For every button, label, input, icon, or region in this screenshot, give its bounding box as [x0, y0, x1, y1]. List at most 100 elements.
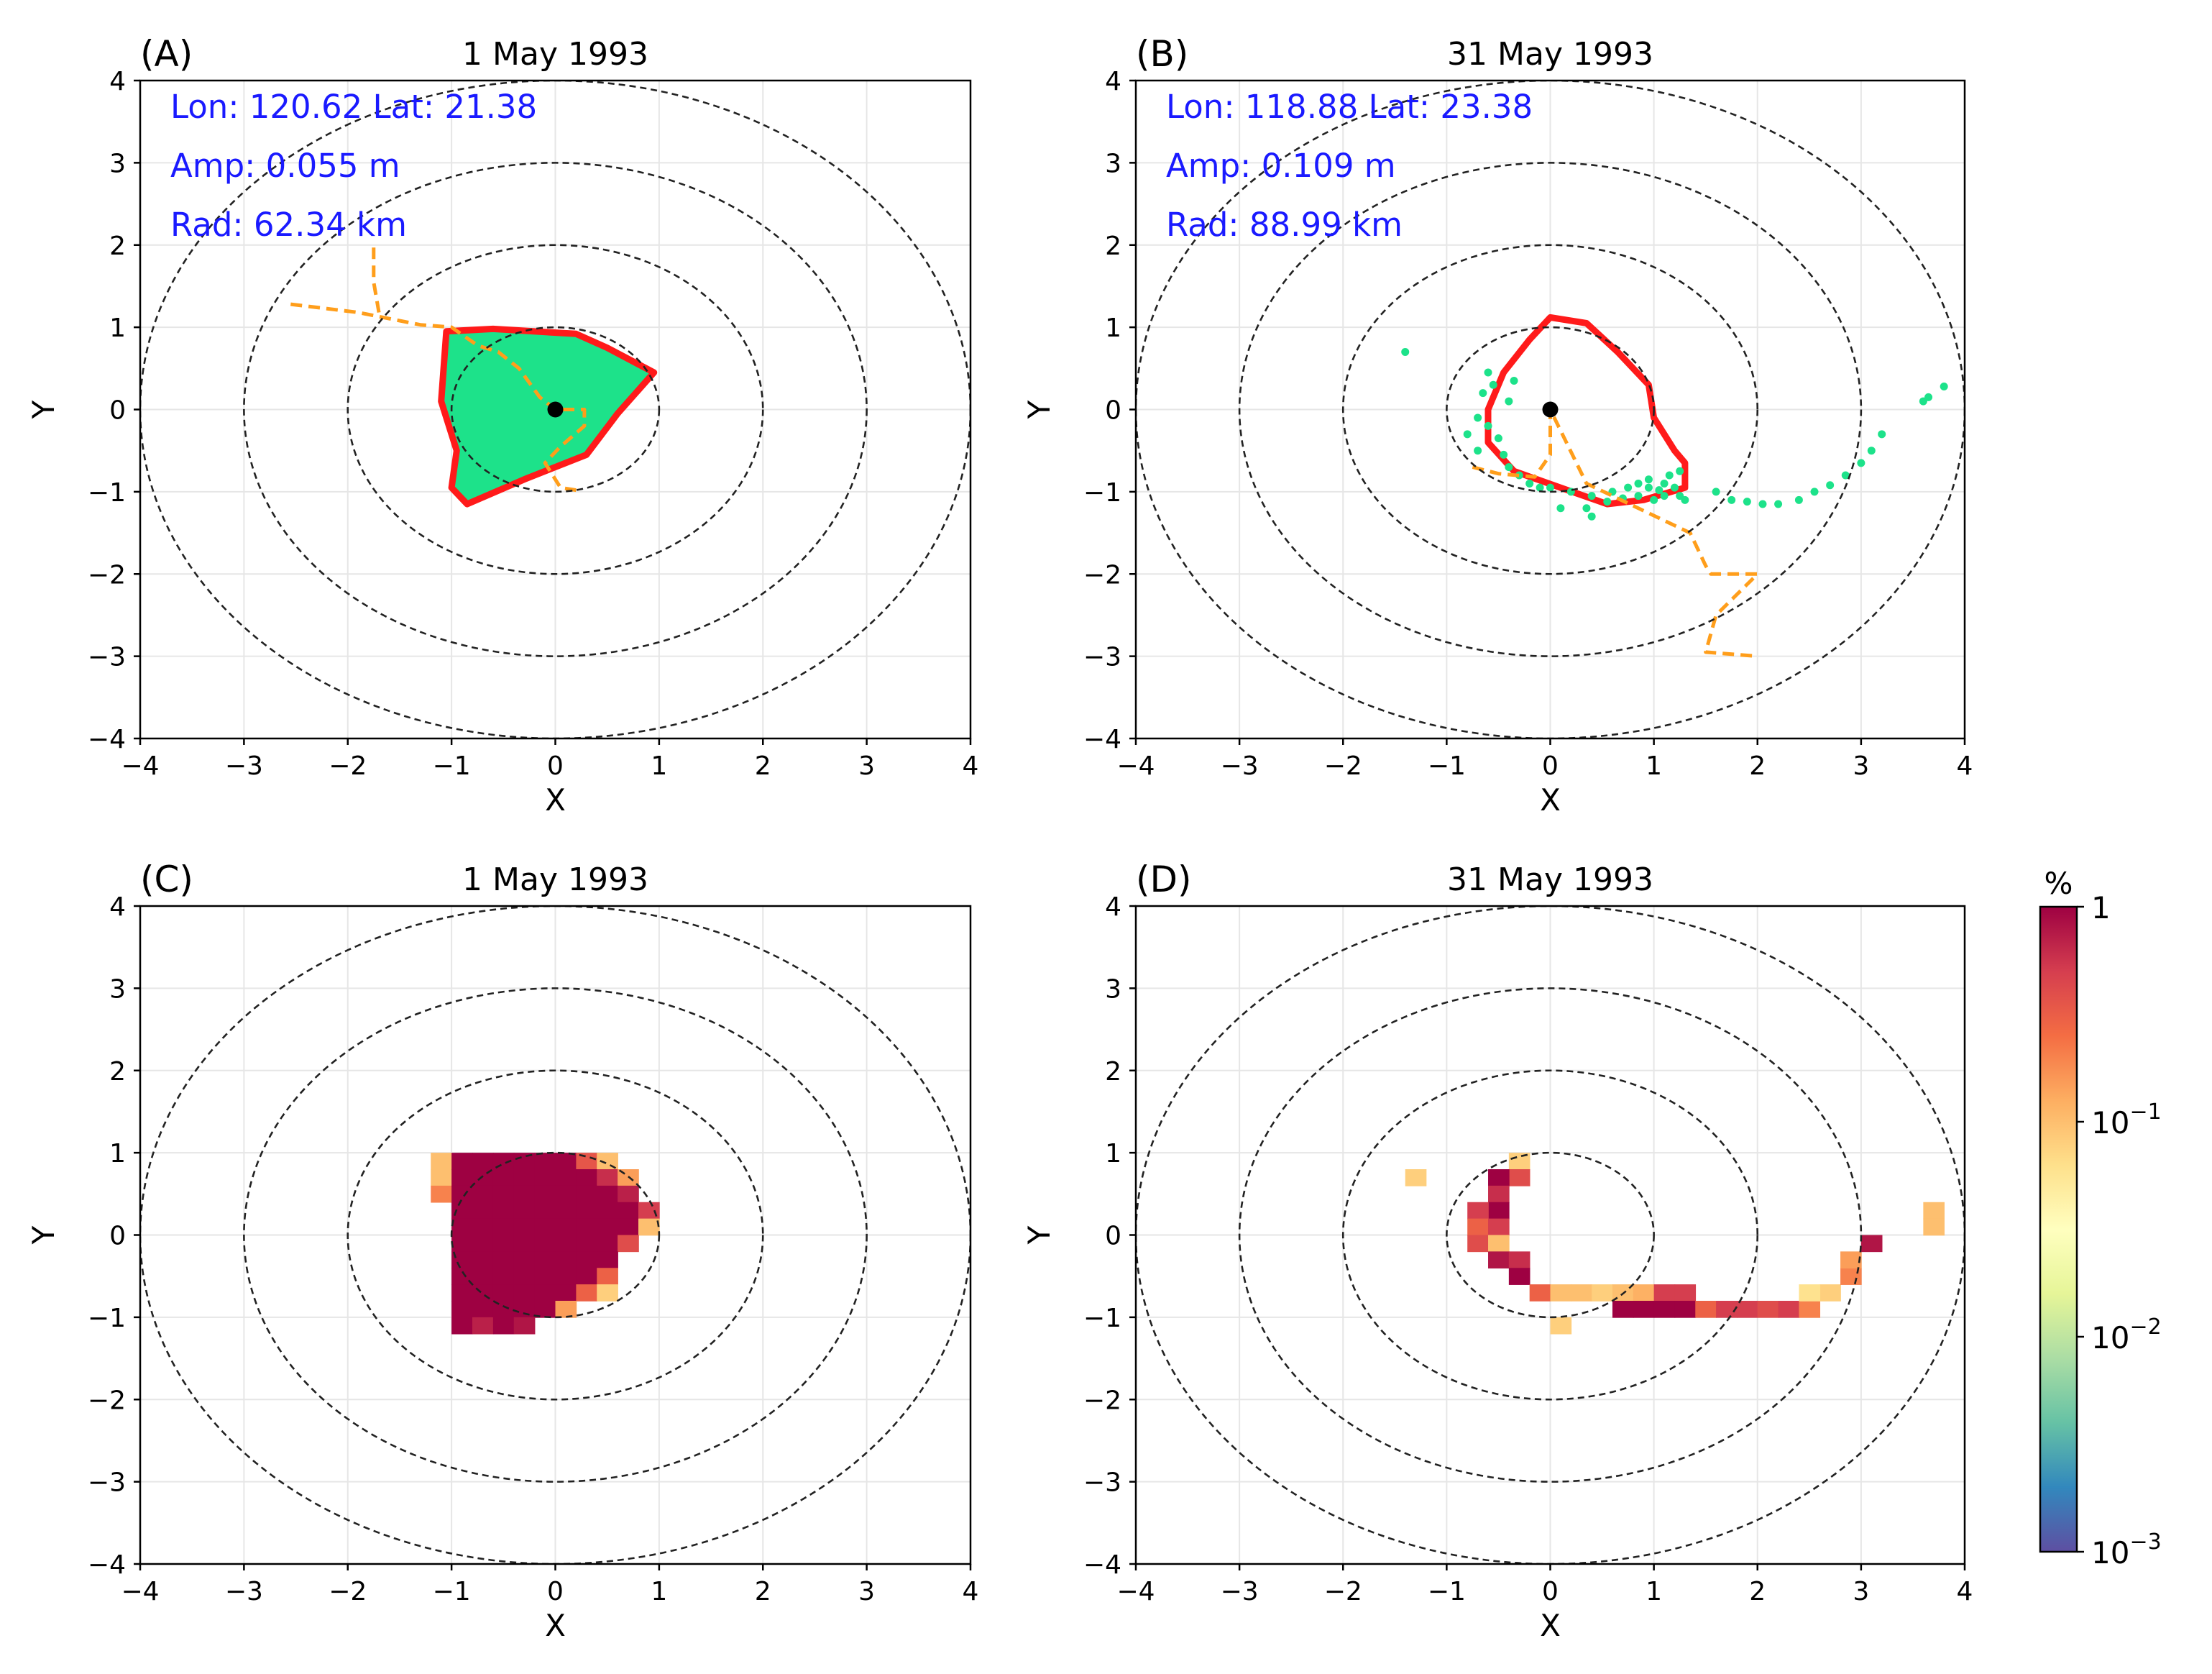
- eddy-track: [290, 302, 587, 493]
- heatmap-cell: [1508, 1251, 1530, 1269]
- heatmap-cell: [1653, 1301, 1676, 1318]
- heatmap-cell: [534, 1268, 556, 1285]
- particle-point: [1634, 479, 1643, 488]
- heatmap-cell: [451, 1268, 473, 1285]
- heatmap-cell: [513, 1268, 536, 1285]
- heatmap-cell: [555, 1251, 577, 1269]
- x-tick-label: −1: [433, 751, 471, 781]
- particle-point: [1660, 479, 1669, 488]
- particle-point: [1582, 504, 1591, 513]
- x-tick-label: −1: [433, 1577, 471, 1606]
- particle-point: [1826, 481, 1835, 490]
- heatmap-cell: [451, 1251, 473, 1269]
- particle-point: [1743, 498, 1751, 506]
- particle-point: [1546, 483, 1554, 492]
- colorbar-unit-label: %: [2045, 866, 2073, 901]
- x-tick-label: −1: [1428, 751, 1466, 781]
- heatmap-cell: [1695, 1301, 1717, 1318]
- ring-1: [450, 1151, 661, 1319]
- heatmap-cell: [1633, 1301, 1655, 1318]
- particle-point: [1463, 430, 1472, 439]
- heatmap-cell: [618, 1185, 639, 1203]
- y-tick-label: 3: [1105, 974, 1121, 1004]
- heatmap-cell: [472, 1284, 494, 1302]
- heatmap-cell: [513, 1235, 536, 1253]
- panel-label: (D): [1136, 859, 1192, 900]
- heatmap-cell: [1467, 1235, 1489, 1253]
- particle-point: [1634, 492, 1643, 500]
- x-tick-label: −1: [1428, 1577, 1466, 1606]
- eddy-contour: [438, 325, 658, 508]
- heatmap-cell: [472, 1317, 494, 1335]
- y-tick-label: 4: [109, 67, 126, 96]
- ring-2: [1341, 244, 1759, 575]
- y-tick-label: 2: [1105, 232, 1121, 261]
- heatmap-cell: [513, 1218, 536, 1236]
- heatmap-cell: [576, 1218, 598, 1236]
- panel-title: 1 May 1993: [462, 36, 648, 73]
- x-tick-label: 4: [963, 751, 979, 781]
- x-tick-label: 1: [1646, 751, 1662, 781]
- particle-point: [1644, 475, 1653, 484]
- y-tick-label: 3: [109, 974, 126, 1004]
- x-tick-label: 1: [1646, 1577, 1662, 1606]
- particle-point: [1556, 504, 1565, 513]
- heatmap-cell: [618, 1218, 639, 1236]
- heatmap-cell: [451, 1202, 473, 1220]
- y-tick-label: −4: [88, 725, 126, 754]
- ring-3: [243, 162, 868, 657]
- heatmap-cell: [492, 1301, 515, 1318]
- eddy-info-text: Lon: 120.62 Lat: 21.38: [170, 88, 537, 126]
- heatmap-cell: [1819, 1284, 1841, 1302]
- ring-2: [347, 244, 764, 575]
- heatmap-cell: [472, 1301, 494, 1318]
- heatmap-cell: [431, 1169, 452, 1186]
- heatmap-cell: [1467, 1218, 1489, 1236]
- colorbar-gradient: [2039, 905, 2078, 1553]
- y-tick-label: 2: [109, 232, 126, 261]
- colorbar-tick-label: 10−2: [2091, 1314, 2162, 1355]
- heatmap-cell: [576, 1251, 598, 1269]
- heatmap-cell: [576, 1284, 598, 1302]
- particle-point: [1494, 434, 1502, 443]
- particle-point: [1525, 479, 1534, 488]
- eddy-info-text: Rad: 88.99 km: [1166, 206, 1403, 244]
- x-tick-label: 1: [651, 751, 667, 781]
- heatmap-cell: [534, 1202, 556, 1220]
- x-tick-label: 2: [755, 751, 771, 781]
- y-tick-label: −3: [1083, 1468, 1121, 1498]
- heatmap-cell: [534, 1284, 556, 1302]
- heatmap-cell: [472, 1153, 494, 1170]
- particle-point: [1479, 389, 1487, 398]
- eddy-track: [372, 247, 381, 313]
- heatmap-cell: [1633, 1284, 1655, 1302]
- heatmap-cell: [597, 1235, 618, 1253]
- particle-point: [1660, 492, 1669, 500]
- eddy-info-text: Rad: 62.34 km: [170, 206, 407, 244]
- heatmap-cell: [597, 1268, 618, 1285]
- particle-point: [1940, 382, 1948, 390]
- y-tick-label: 4: [109, 892, 126, 922]
- x-tick-label: −3: [225, 751, 263, 781]
- particle-point: [1878, 430, 1886, 439]
- y-tick-label: −3: [88, 1468, 126, 1498]
- y-axis-label: Y: [1022, 1225, 1057, 1245]
- particle-point: [1794, 495, 1803, 504]
- ring-3: [243, 987, 868, 1483]
- heatmap-cell: [1716, 1301, 1738, 1318]
- heatmap-cell: [576, 1153, 598, 1170]
- particle-point: [1484, 421, 1492, 430]
- heatmap-cell: [1778, 1301, 1800, 1318]
- y-tick-label: −2: [1083, 560, 1121, 590]
- eddy-info-text: Lon: 118.88 Lat: 23.38: [1166, 88, 1533, 126]
- y-tick-label: −1: [1083, 478, 1121, 508]
- y-tick-label: −1: [1083, 1304, 1121, 1333]
- particle-point: [1810, 488, 1819, 496]
- heatmap-cell: [1592, 1284, 1613, 1302]
- heatmap-cell: [555, 1169, 577, 1186]
- heatmap-cell: [1674, 1284, 1697, 1302]
- heatmap-cell: [555, 1235, 577, 1253]
- heatmap-cell: [1674, 1301, 1697, 1318]
- particle-point: [1603, 498, 1612, 506]
